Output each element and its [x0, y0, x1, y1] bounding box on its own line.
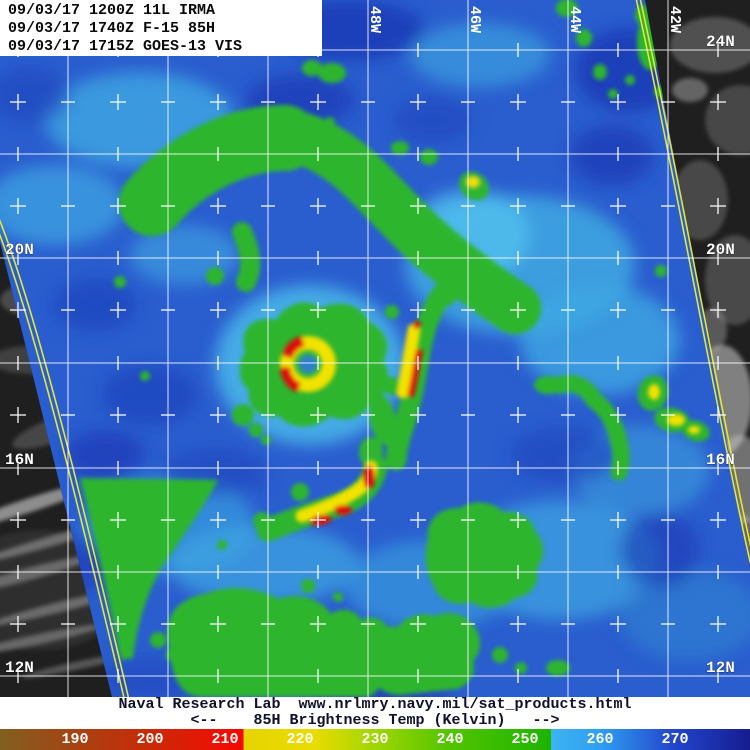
colorbar-label-260: 260	[586, 731, 614, 748]
brightness-temp-colorbar: 190 200 210 220 230 240 250 260 270	[0, 729, 750, 750]
lat-label-left-20n: 20N	[5, 241, 34, 259]
colorbar-label-240: 240	[436, 731, 464, 748]
colorbar-label-250: 250	[511, 731, 539, 748]
header-annotation-box: 09/03/17 1200Z 11L IRMA 09/03/17 1740Z F…	[0, 0, 322, 56]
lat-label-left-16n: 16N	[5, 451, 34, 469]
satellite-image: 48W 46W 44W 42W 20N 16N 12N 24N 20N 16N …	[0, 0, 750, 697]
header-line-1: 09/03/17 1200Z 11L IRMA	[8, 2, 216, 19]
footer-credit-line: Naval Research Lab www.nrlmry.navy.mil/s…	[118, 696, 632, 713]
colorbar-label-270: 270	[661, 731, 689, 748]
lat-label-right-20n: 20N	[706, 241, 735, 259]
footer-credit-band: Naval Research Lab www.nrlmry.navy.mil/s…	[0, 697, 750, 729]
microwave-swath	[0, 0, 750, 697]
storm-cold-cores	[280, 321, 700, 526]
footer-product-line: <-- 85H Brightness Temp (Kelvin) -->	[190, 712, 560, 729]
colorbar-label-220: 220	[286, 731, 314, 748]
latlon-grid	[0, 0, 750, 697]
latitude-labels: 20N 16N 12N 24N 20N 16N 12N	[5, 33, 735, 678]
lat-label-right-24n: 24N	[706, 33, 735, 51]
lon-label-46w: 46W	[466, 6, 483, 33]
header-line-2: 09/03/17 1740Z F-15 85H	[8, 20, 216, 37]
lon-label-48w: 48W	[366, 6, 383, 33]
colorbar-label-200: 200	[136, 731, 164, 748]
lat-label-right-12n: 12N	[706, 659, 735, 677]
longitude-labels: 48W 46W 44W 42W	[366, 6, 683, 33]
grid-crosses	[10, 43, 726, 683]
colorbar-label-230: 230	[361, 731, 389, 748]
lat-label-right-16n: 16N	[706, 451, 735, 469]
colorbar-label-190: 190	[61, 731, 89, 748]
header-line-3: 09/03/17 1715Z GOES-13 VIS	[8, 38, 243, 55]
lon-label-42w: 42W	[666, 6, 683, 33]
lon-label-44w: 44W	[566, 6, 583, 33]
lat-label-left-12n: 12N	[5, 659, 34, 677]
colorbar-label-210: 210	[211, 731, 239, 748]
swath-edge-lines	[0, 0, 750, 697]
